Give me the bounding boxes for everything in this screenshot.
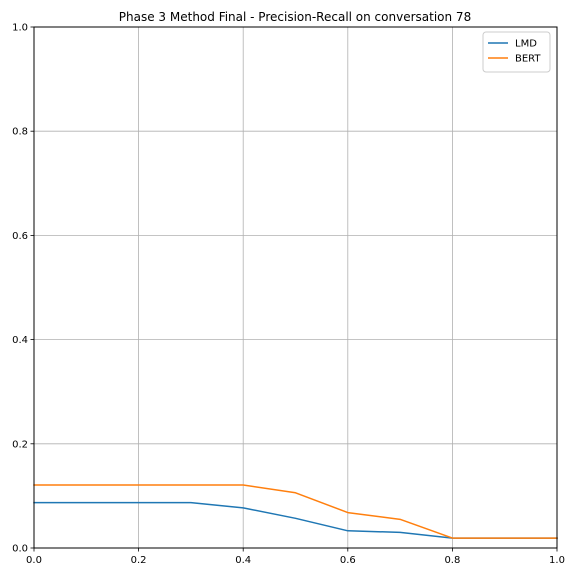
y-tick-label: 0.0 [12, 544, 28, 555]
x-tick-label: 0.4 [235, 555, 251, 566]
y-tick-label: 1.0 [12, 23, 28, 34]
axis-ticks: 0.0 0.2 0.4 0.6 0.8 1.0 0.0 0.2 0.4 0.6 0.8 1.0 [12, 23, 565, 567]
x-tick-label: 0.6 [340, 555, 356, 566]
x-tick-label: 0.8 [444, 555, 460, 566]
y-tick-label: 0.4 [12, 335, 28, 346]
x-tick-label: 1.0 [549, 555, 565, 566]
legend-box [482, 31, 551, 73]
y-tick-label: 0.8 [12, 127, 28, 138]
y-tick-label: 0.6 [12, 231, 28, 242]
series-line-bert [33, 484, 558, 539]
legend-label-bert: BERT [515, 54, 541, 65]
legend: LMD BERT [482, 31, 551, 73]
legend-label-lmd: LMD [515, 39, 537, 50]
series-lines [33, 484, 558, 539]
x-tick-label: 0.0 [26, 555, 42, 566]
x-tick-label: 0.2 [131, 555, 147, 566]
chart-title: Phase 3 Method Final - Precision-Recall … [119, 10, 471, 24]
plot-frame [33, 26, 558, 549]
grid [34, 27, 557, 548]
y-tick-label: 0.2 [12, 439, 28, 450]
